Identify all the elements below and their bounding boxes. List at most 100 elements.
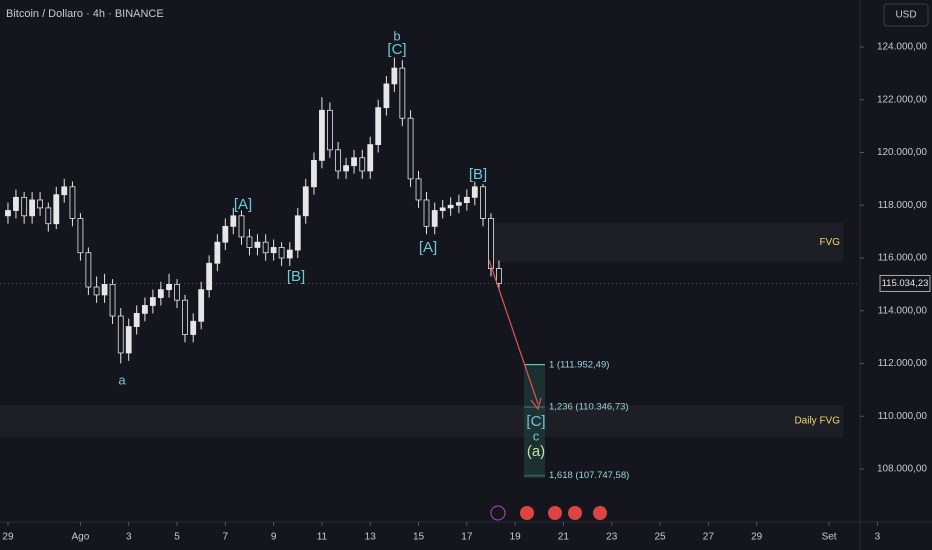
candle-body (254, 241, 261, 248)
candle-body (455, 202, 462, 206)
wave-label: [C] (526, 413, 545, 430)
x-tick-label: 3 (875, 532, 881, 543)
x-tick-label: 19 (510, 532, 522, 543)
last-price-label: 115.034,23 (882, 278, 929, 289)
candle-body (125, 326, 132, 354)
y-tick-label: 120.000,00 (877, 147, 927, 158)
y-tick-label: 108.000,00 (877, 464, 927, 475)
candle-body (270, 247, 277, 254)
wave-label: [C] (387, 41, 406, 58)
currency: USD (895, 10, 916, 21)
candle-body (206, 262, 213, 291)
y-tick-label: 112.000,00 (878, 358, 928, 369)
candle-body (463, 196, 470, 204)
candle-body (326, 109, 333, 151)
last-price-box (879, 274, 931, 292)
candle-body (496, 268, 502, 284)
fvg-zone (0, 404, 843, 438)
candle-body (262, 241, 269, 254)
y-tick-label: 118.000,00 (878, 200, 928, 211)
candle-body (375, 107, 382, 145)
x-tick-label: 5 (174, 532, 180, 543)
candle-body (302, 186, 309, 217)
event-icons (490, 505, 607, 521)
candle-body (198, 289, 205, 322)
x-tick-label: 23 (606, 532, 618, 543)
x-tick-label: 15 (413, 532, 425, 543)
candle-body (415, 178, 422, 201)
candle-body (29, 199, 36, 217)
fib-label: 1 (111.952,49) (549, 359, 609, 370)
x-tick-label: 27 (703, 532, 715, 543)
candle-body (101, 283, 108, 296)
candle-body (69, 186, 76, 219)
x-tick-label: 29 (2, 532, 14, 543)
candle-body (294, 215, 301, 251)
candle-body (351, 157, 357, 167)
candle-body (391, 67, 398, 85)
candle-body (142, 305, 148, 314)
candle-body (53, 194, 60, 225)
currency-box[interactable] (883, 3, 929, 27)
candle-body (278, 247, 285, 259)
candle-body (214, 241, 221, 264)
candle-body (423, 199, 430, 227)
y-tick-label: 114.000,00 (878, 305, 928, 316)
event-icon[interactable] (548, 506, 562, 520)
y-tick-label: 110.000,00 (878, 411, 928, 422)
wave-label: [B] (287, 268, 305, 285)
candle-body (93, 286, 100, 296)
fib-label: 1,236 (110.346,73) (549, 402, 629, 413)
candle-body (480, 186, 486, 219)
event-icon[interactable] (593, 506, 607, 520)
zones (0, 222, 843, 477)
candle-body (319, 109, 325, 161)
projection-arrow (488, 259, 539, 405)
candle-body (117, 315, 124, 354)
x-tick-label: 13 (365, 532, 377, 543)
candle-body (471, 186, 478, 198)
chart-title: Bitcoin / Dollaro · 4h · BINANCE (6, 8, 164, 20)
wave-label: b (393, 28, 400, 43)
fvg-zone (489, 222, 843, 262)
target-box (524, 365, 545, 478)
candle-body (335, 149, 342, 172)
candle-body (431, 210, 438, 227)
wave-label: c (533, 428, 540, 443)
candle-body (109, 283, 116, 317)
fib-label: 1,618 (107.747,58) (549, 470, 629, 481)
candle-body (286, 249, 293, 259)
y-tick-label: 116.000,00 (878, 253, 928, 264)
candle-body (367, 144, 374, 172)
event-icon[interactable] (520, 506, 534, 520)
candle-body (85, 252, 92, 288)
x-tick-label: Set (822, 532, 837, 543)
wave-label: a (118, 372, 126, 387)
candle-body (190, 320, 197, 335)
candle-body (311, 160, 317, 188)
candle-body (439, 207, 446, 211)
wave-label: [A] (419, 239, 437, 256)
arrow-head (530, 397, 542, 411)
x-tick-label: 7 (223, 532, 229, 543)
candle-body (13, 196, 19, 211)
x-tick-label: 3 (126, 532, 132, 543)
event-icon[interactable] (568, 506, 582, 520)
candle-body (5, 210, 11, 217)
candle-body (383, 83, 390, 109)
candle-body (238, 215, 245, 238)
event-icon[interactable] (490, 505, 506, 521)
candle-body (230, 215, 237, 227)
candle-body (399, 67, 406, 119)
wave-label: (a) (527, 443, 545, 460)
x-tick-label: 21 (558, 532, 570, 543)
candle-body (45, 207, 52, 225)
zone-label: Daily FVG (794, 416, 840, 427)
x-tick-label: 25 (654, 532, 666, 543)
x-tick-label: 17 (461, 532, 473, 543)
candle-body (166, 283, 172, 291)
candle-body (77, 218, 84, 254)
candles (5, 57, 502, 364)
